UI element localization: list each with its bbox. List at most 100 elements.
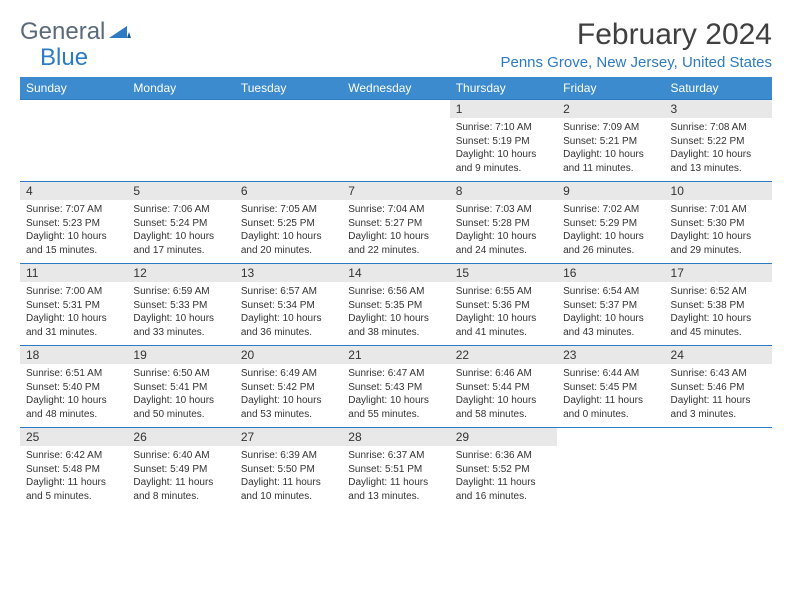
calendar-cell: 4Sunrise: 7:07 AMSunset: 5:23 PMDaylight… [20,182,127,264]
day-details: Sunrise: 6:54 AMSunset: 5:37 PMDaylight:… [557,282,664,345]
day-details: Sunrise: 7:05 AMSunset: 5:25 PMDaylight:… [235,200,342,263]
day-details: Sunrise: 6:36 AMSunset: 5:52 PMDaylight:… [450,446,557,509]
day-number: 9 [557,182,664,200]
day-details: Sunrise: 6:43 AMSunset: 5:46 PMDaylight:… [665,364,772,427]
day-details: Sunrise: 6:51 AMSunset: 5:40 PMDaylight:… [20,364,127,427]
day-number: 20 [235,346,342,364]
calendar-cell [342,100,449,182]
day-number: 7 [342,182,449,200]
calendar-cell: 28Sunrise: 6:37 AMSunset: 5:51 PMDayligh… [342,428,449,510]
calendar-cell [235,100,342,182]
calendar-cell: 6Sunrise: 7:05 AMSunset: 5:25 PMDaylight… [235,182,342,264]
calendar-cell: 26Sunrise: 6:40 AMSunset: 5:49 PMDayligh… [127,428,234,510]
day-number: 18 [20,346,127,364]
day-number: 1 [450,100,557,118]
day-details: Sunrise: 6:46 AMSunset: 5:44 PMDaylight:… [450,364,557,427]
calendar-cell: 27Sunrise: 6:39 AMSunset: 5:50 PMDayligh… [235,428,342,510]
logo-icon [109,23,131,41]
calendar-table: Sunday Monday Tuesday Wednesday Thursday… [20,77,772,509]
calendar-cell [557,428,664,510]
day-number: 8 [450,182,557,200]
day-number: 4 [20,182,127,200]
day-number: 3 [665,100,772,118]
day-number: 12 [127,264,234,282]
day-number: 5 [127,182,234,200]
calendar-cell: 22Sunrise: 6:46 AMSunset: 5:44 PMDayligh… [450,346,557,428]
calendar-cell [20,100,127,182]
calendar-cell: 18Sunrise: 6:51 AMSunset: 5:40 PMDayligh… [20,346,127,428]
day-number: 21 [342,346,449,364]
day-number: 13 [235,264,342,282]
calendar-cell: 20Sunrise: 6:49 AMSunset: 5:42 PMDayligh… [235,346,342,428]
day-details: Sunrise: 6:47 AMSunset: 5:43 PMDaylight:… [342,364,449,427]
day-number: 26 [127,428,234,446]
day-number: 17 [665,264,772,282]
day-details: Sunrise: 6:57 AMSunset: 5:34 PMDaylight:… [235,282,342,345]
day-header: Sunday [20,77,127,100]
day-number: 24 [665,346,772,364]
day-details: Sunrise: 7:09 AMSunset: 5:21 PMDaylight:… [557,118,664,181]
day-number: 15 [450,264,557,282]
calendar-cell: 16Sunrise: 6:54 AMSunset: 5:37 PMDayligh… [557,264,664,346]
day-number: 27 [235,428,342,446]
calendar-cell: 1Sunrise: 7:10 AMSunset: 5:19 PMDaylight… [450,100,557,182]
calendar-cell: 17Sunrise: 6:52 AMSunset: 5:38 PMDayligh… [665,264,772,346]
day-number: 28 [342,428,449,446]
day-header: Thursday [450,77,557,100]
day-details: Sunrise: 6:59 AMSunset: 5:33 PMDaylight:… [127,282,234,345]
logo-text-1: General [20,18,105,46]
day-number: 19 [127,346,234,364]
calendar-cell: 9Sunrise: 7:02 AMSunset: 5:29 PMDaylight… [557,182,664,264]
calendar-cell: 15Sunrise: 6:55 AMSunset: 5:36 PMDayligh… [450,264,557,346]
calendar-cell: 5Sunrise: 7:06 AMSunset: 5:24 PMDaylight… [127,182,234,264]
day-details: Sunrise: 7:07 AMSunset: 5:23 PMDaylight:… [20,200,127,263]
calendar-cell: 25Sunrise: 6:42 AMSunset: 5:48 PMDayligh… [20,428,127,510]
day-details: Sunrise: 6:56 AMSunset: 5:35 PMDaylight:… [342,282,449,345]
month-title: February 2024 [500,18,772,52]
day-details: Sunrise: 6:42 AMSunset: 5:48 PMDaylight:… [20,446,127,509]
day-details: Sunrise: 7:04 AMSunset: 5:27 PMDaylight:… [342,200,449,263]
day-details: Sunrise: 7:03 AMSunset: 5:28 PMDaylight:… [450,200,557,263]
calendar-cell: 14Sunrise: 6:56 AMSunset: 5:35 PMDayligh… [342,264,449,346]
calendar-cell: 21Sunrise: 6:47 AMSunset: 5:43 PMDayligh… [342,346,449,428]
day-number: 14 [342,264,449,282]
calendar-cell: 8Sunrise: 7:03 AMSunset: 5:28 PMDaylight… [450,182,557,264]
day-details: Sunrise: 7:08 AMSunset: 5:22 PMDaylight:… [665,118,772,181]
calendar-cell: 7Sunrise: 7:04 AMSunset: 5:27 PMDaylight… [342,182,449,264]
calendar-cell: 19Sunrise: 6:50 AMSunset: 5:41 PMDayligh… [127,346,234,428]
day-header: Friday [557,77,664,100]
calendar-cell [127,100,234,182]
day-details: Sunrise: 7:01 AMSunset: 5:30 PMDaylight:… [665,200,772,263]
day-number: 6 [235,182,342,200]
calendar-week-row: 11Sunrise: 7:00 AMSunset: 5:31 PMDayligh… [20,264,772,346]
location-text: Penns Grove, New Jersey, United States [500,54,772,71]
day-details: Sunrise: 6:55 AMSunset: 5:36 PMDaylight:… [450,282,557,345]
calendar-cell: 3Sunrise: 7:08 AMSunset: 5:22 PMDaylight… [665,100,772,182]
page-header: General February 2024 Penns Grove, New J… [20,18,772,71]
logo-text-2: Blue [40,44,88,72]
logo: General [20,18,133,46]
day-header: Tuesday [235,77,342,100]
day-number: 10 [665,182,772,200]
calendar-cell: 13Sunrise: 6:57 AMSunset: 5:34 PMDayligh… [235,264,342,346]
day-number: 2 [557,100,664,118]
day-header: Wednesday [342,77,449,100]
calendar-cell: 10Sunrise: 7:01 AMSunset: 5:30 PMDayligh… [665,182,772,264]
calendar-cell: 11Sunrise: 7:00 AMSunset: 5:31 PMDayligh… [20,264,127,346]
calendar-week-row: 18Sunrise: 6:51 AMSunset: 5:40 PMDayligh… [20,346,772,428]
calendar-week-row: 4Sunrise: 7:07 AMSunset: 5:23 PMDaylight… [20,182,772,264]
day-details: Sunrise: 6:50 AMSunset: 5:41 PMDaylight:… [127,364,234,427]
day-number: 23 [557,346,664,364]
day-details: Sunrise: 7:06 AMSunset: 5:24 PMDaylight:… [127,200,234,263]
day-details: Sunrise: 6:39 AMSunset: 5:50 PMDaylight:… [235,446,342,509]
calendar-header-row: Sunday Monday Tuesday Wednesday Thursday… [20,77,772,100]
calendar-cell: 2Sunrise: 7:09 AMSunset: 5:21 PMDaylight… [557,100,664,182]
day-number: 25 [20,428,127,446]
calendar-cell: 23Sunrise: 6:44 AMSunset: 5:45 PMDayligh… [557,346,664,428]
day-details: Sunrise: 7:00 AMSunset: 5:31 PMDaylight:… [20,282,127,345]
day-number: 29 [450,428,557,446]
day-details: Sunrise: 6:49 AMSunset: 5:42 PMDaylight:… [235,364,342,427]
calendar-cell: 29Sunrise: 6:36 AMSunset: 5:52 PMDayligh… [450,428,557,510]
day-header: Monday [127,77,234,100]
day-details: Sunrise: 6:44 AMSunset: 5:45 PMDaylight:… [557,364,664,427]
